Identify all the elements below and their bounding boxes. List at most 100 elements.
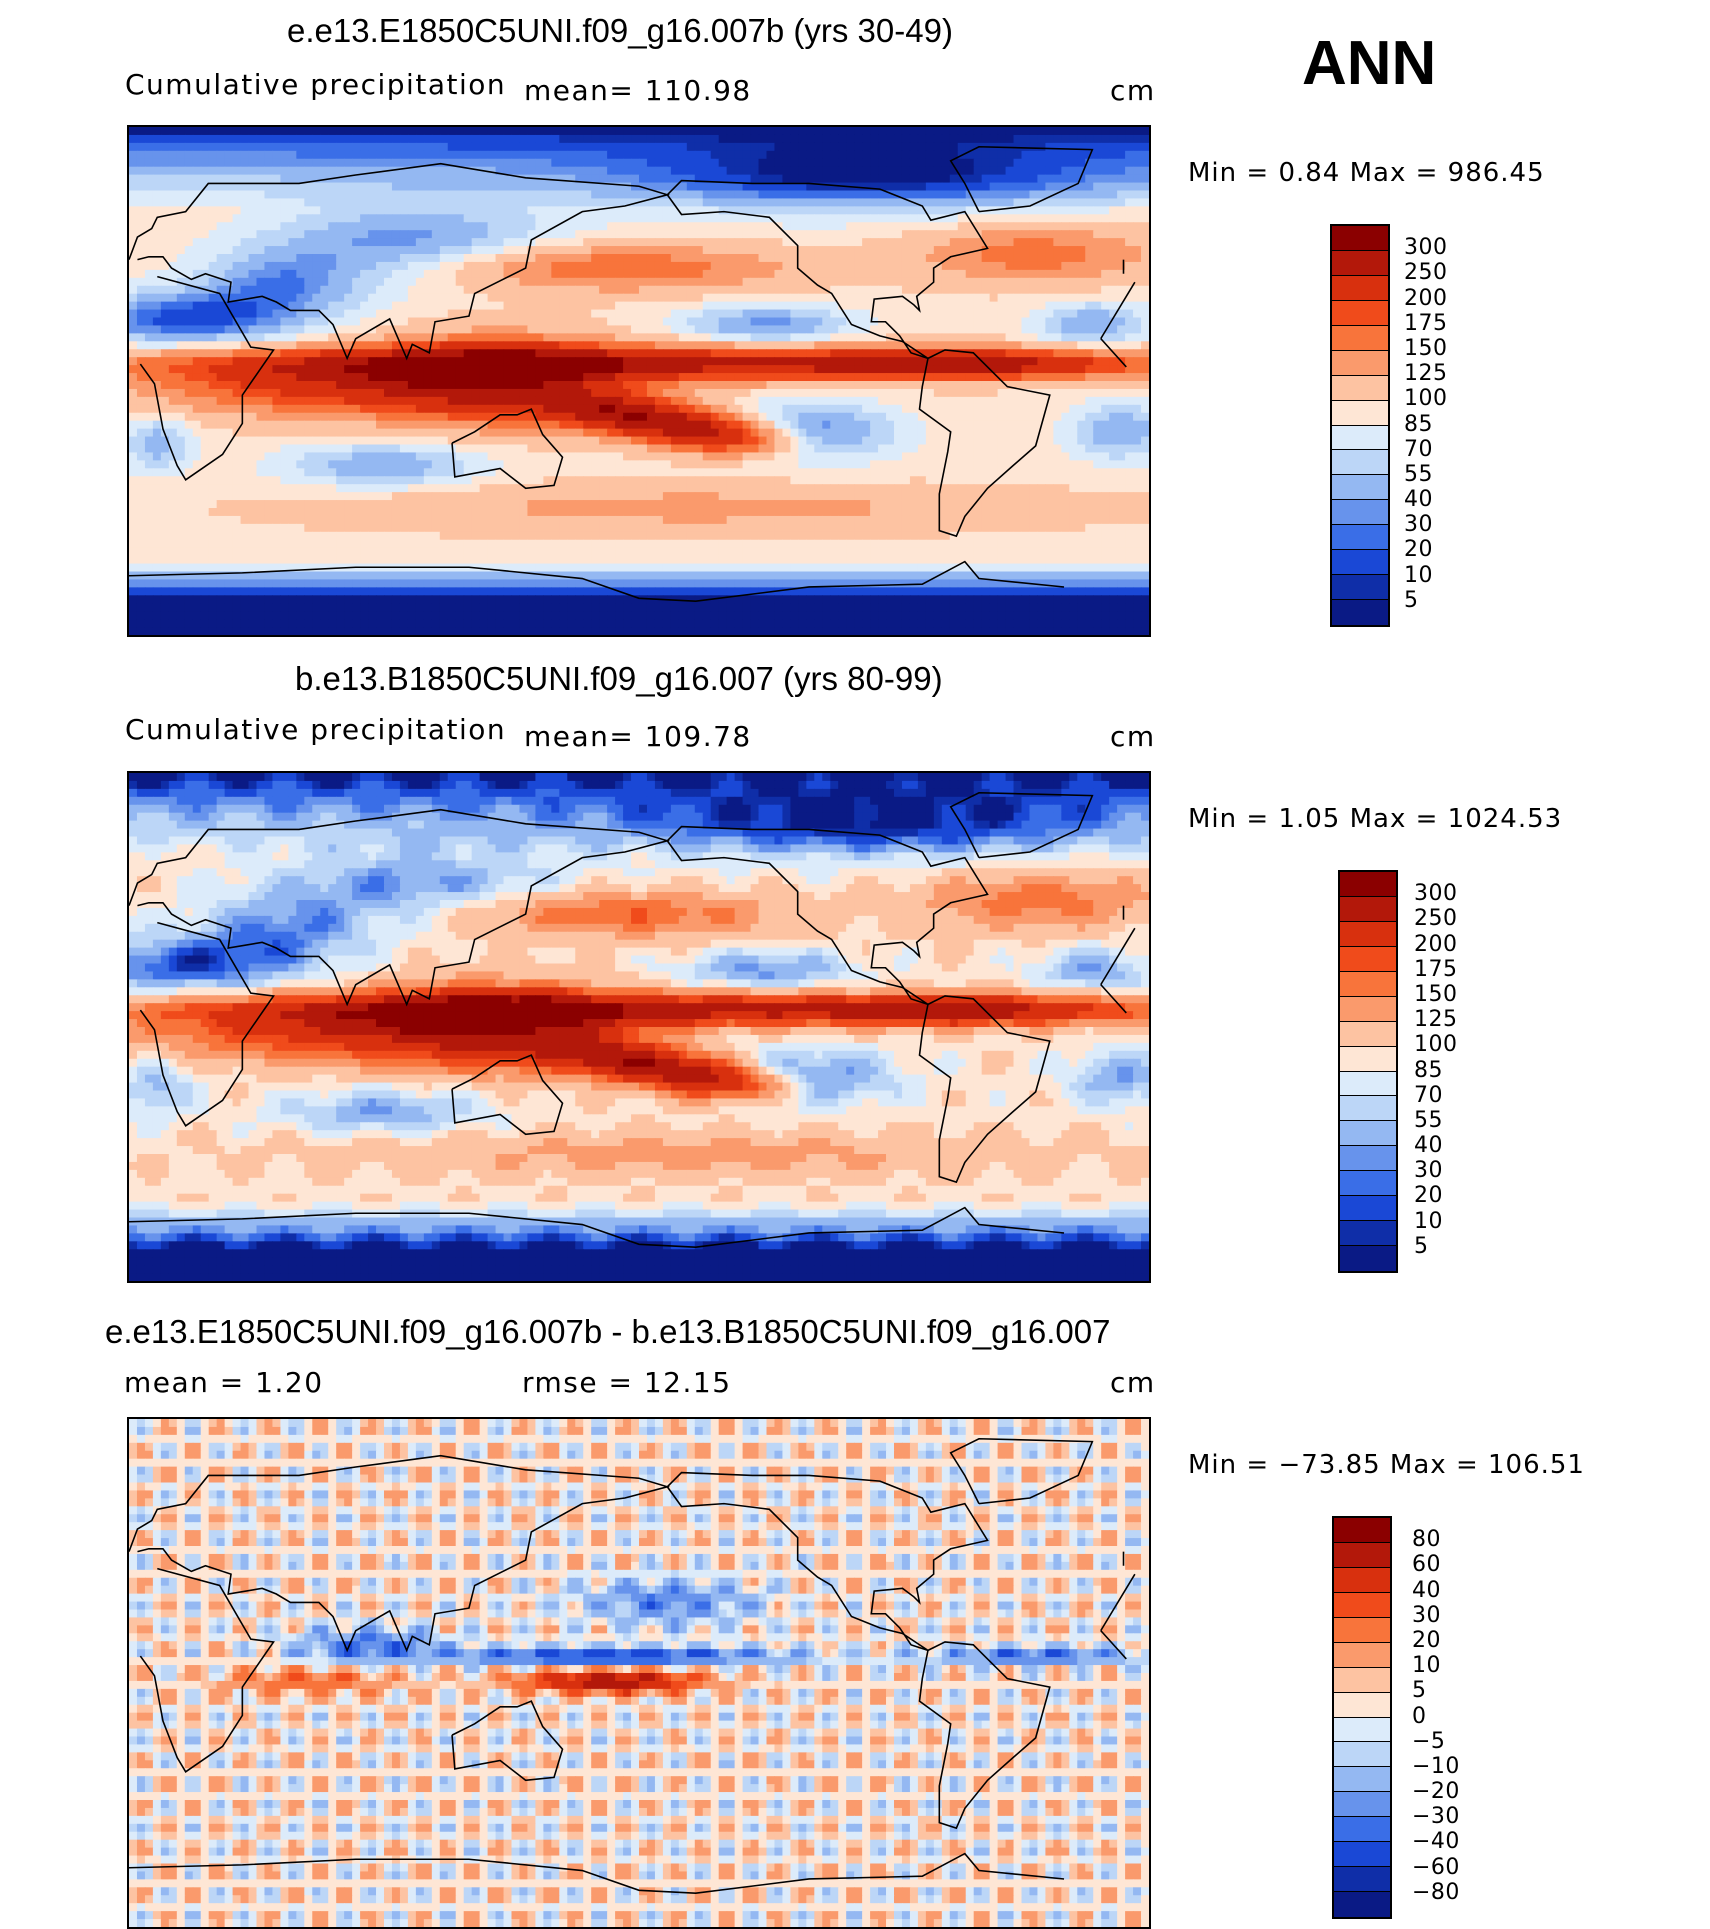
colorbar-swatch xyxy=(1340,997,1396,1022)
colorbar-swatch xyxy=(1340,1221,1396,1246)
panel-1-minmax: Min = 0.84 Max = 986.45 xyxy=(1188,158,1545,188)
panel-3-map xyxy=(127,1417,1151,1929)
colorbar-swatch xyxy=(1340,947,1396,972)
colorbar-tick-label: 10 xyxy=(1404,563,1433,588)
colorbar-swatch xyxy=(1332,450,1388,475)
colorbar-swatch xyxy=(1332,401,1388,426)
panel-2-map xyxy=(127,771,1151,1283)
panel-3-minmax: Min = −73.85 Max = 106.51 xyxy=(1188,1450,1585,1480)
colorbar-swatch xyxy=(1340,1022,1396,1047)
panel-3-mean: mean = 1.20 xyxy=(124,1366,324,1399)
panel-2-colorbar xyxy=(1338,870,1398,1273)
colorbar-tick-label: 55 xyxy=(1404,462,1433,487)
panel-2-title: b.e13.B1850C5UNI.f09_g16.007 (yrs 80-99) xyxy=(295,660,943,698)
colorbar-tick-label: 150 xyxy=(1404,336,1448,361)
colorbar-swatch xyxy=(1334,1618,1390,1643)
colorbar-tick-label: 10 xyxy=(1414,1209,1443,1234)
colorbar-swatch xyxy=(1332,550,1388,575)
colorbar-tick-label: 30 xyxy=(1404,512,1433,537)
colorbar-swatch xyxy=(1340,1072,1396,1097)
colorbar-tick-label: 70 xyxy=(1414,1083,1443,1108)
colorbar-swatch xyxy=(1332,426,1388,451)
panel-3-units: cm xyxy=(1110,1366,1156,1399)
colorbar-tick-label: 30 xyxy=(1414,1158,1443,1183)
colorbar-tick-label: 40 xyxy=(1404,487,1433,512)
colorbar-tick-label: 125 xyxy=(1404,361,1448,386)
colorbar-tick-label: −20 xyxy=(1412,1779,1460,1804)
colorbar-swatch xyxy=(1334,1742,1390,1767)
colorbar-tick-label: 150 xyxy=(1414,982,1458,1007)
colorbar-tick-label: −80 xyxy=(1412,1880,1460,1905)
panel-1-variable-label: Cumulative precipitation xyxy=(125,68,506,101)
colorbar-tick-label: 40 xyxy=(1412,1578,1441,1603)
colorbar-swatch xyxy=(1340,1096,1396,1121)
colorbar-tick-label: 300 xyxy=(1404,235,1448,260)
colorbar-swatch xyxy=(1340,1047,1396,1072)
colorbar-swatch xyxy=(1334,1867,1390,1892)
colorbar-tick-label: −40 xyxy=(1412,1829,1460,1854)
colorbar-tick-label: 55 xyxy=(1414,1108,1443,1133)
colorbar-tick-label: 125 xyxy=(1414,1007,1458,1032)
colorbar-swatch xyxy=(1332,226,1388,251)
colorbar-tick-label: 40 xyxy=(1414,1133,1443,1158)
season-label: ANN xyxy=(1302,28,1436,99)
colorbar-tick-label: −10 xyxy=(1412,1754,1460,1779)
colorbar-tick-label: 250 xyxy=(1404,260,1448,285)
panel-3-title: e.e13.E1850C5UNI.f09_g16.007b - b.e13.B1… xyxy=(105,1313,1110,1351)
colorbar-swatch xyxy=(1334,1518,1390,1543)
colorbar-swatch xyxy=(1334,1792,1390,1817)
colorbar-swatch xyxy=(1334,1543,1390,1568)
colorbar-swatch xyxy=(1340,1196,1396,1221)
colorbar-swatch xyxy=(1340,897,1396,922)
colorbar-swatch xyxy=(1334,1643,1390,1668)
colorbar-swatch xyxy=(1332,251,1388,276)
colorbar-swatch xyxy=(1332,600,1388,625)
colorbar-swatch xyxy=(1334,1767,1390,1792)
colorbar-swatch xyxy=(1334,1693,1390,1718)
colorbar-swatch xyxy=(1332,525,1388,550)
colorbar-tick-label: 60 xyxy=(1412,1552,1441,1577)
colorbar-swatch xyxy=(1340,922,1396,947)
colorbar-swatch xyxy=(1332,500,1388,525)
panel-1-units: cm xyxy=(1110,74,1156,107)
panel-2-units: cm xyxy=(1110,720,1156,753)
colorbar-tick-label: 20 xyxy=(1412,1628,1441,1653)
colorbar-tick-label: 70 xyxy=(1404,437,1433,462)
colorbar-swatch xyxy=(1332,376,1388,401)
colorbar-tick-label: 0 xyxy=(1412,1704,1427,1729)
colorbar-swatch xyxy=(1334,1668,1390,1693)
colorbar-tick-label: 30 xyxy=(1412,1603,1441,1628)
colorbar-swatch xyxy=(1332,351,1388,376)
colorbar-tick-label: 20 xyxy=(1404,537,1433,562)
colorbar-tick-label: 20 xyxy=(1414,1183,1443,1208)
colorbar-tick-label: 200 xyxy=(1414,932,1458,957)
colorbar-tick-label: 100 xyxy=(1404,386,1448,411)
colorbar-swatch xyxy=(1332,575,1388,600)
colorbar-tick-label: −30 xyxy=(1412,1804,1460,1829)
colorbar-swatch xyxy=(1334,1842,1390,1867)
colorbar-swatch xyxy=(1334,1892,1390,1917)
panel-2-mean: mean= 109.78 xyxy=(524,720,752,753)
colorbar-tick-label: 5 xyxy=(1412,1678,1427,1703)
panel-3-rmse: rmse = 12.15 xyxy=(522,1366,732,1399)
colorbar-swatch xyxy=(1334,1718,1390,1743)
colorbar-tick-label: 10 xyxy=(1412,1653,1441,1678)
colorbar-tick-label: 175 xyxy=(1414,957,1458,982)
colorbar-swatch xyxy=(1332,276,1388,301)
panel-1-colorbar xyxy=(1330,224,1390,627)
colorbar-tick-label: 300 xyxy=(1414,881,1458,906)
panel-1-map xyxy=(127,125,1151,637)
colorbar-swatch xyxy=(1340,1146,1396,1171)
colorbar-tick-label: 85 xyxy=(1404,412,1433,437)
colorbar-tick-label: 175 xyxy=(1404,311,1448,336)
colorbar-swatch xyxy=(1340,1171,1396,1196)
colorbar-swatch xyxy=(1340,872,1396,897)
colorbar-tick-label: −60 xyxy=(1412,1855,1460,1880)
colorbar-swatch xyxy=(1332,301,1388,326)
colorbar-swatch xyxy=(1340,1246,1396,1271)
colorbar-swatch xyxy=(1340,1121,1396,1146)
colorbar-tick-label: −5 xyxy=(1412,1729,1445,1754)
colorbar-tick-label: 200 xyxy=(1404,286,1448,311)
colorbar-swatch xyxy=(1334,1568,1390,1593)
colorbar-swatch xyxy=(1340,972,1396,997)
